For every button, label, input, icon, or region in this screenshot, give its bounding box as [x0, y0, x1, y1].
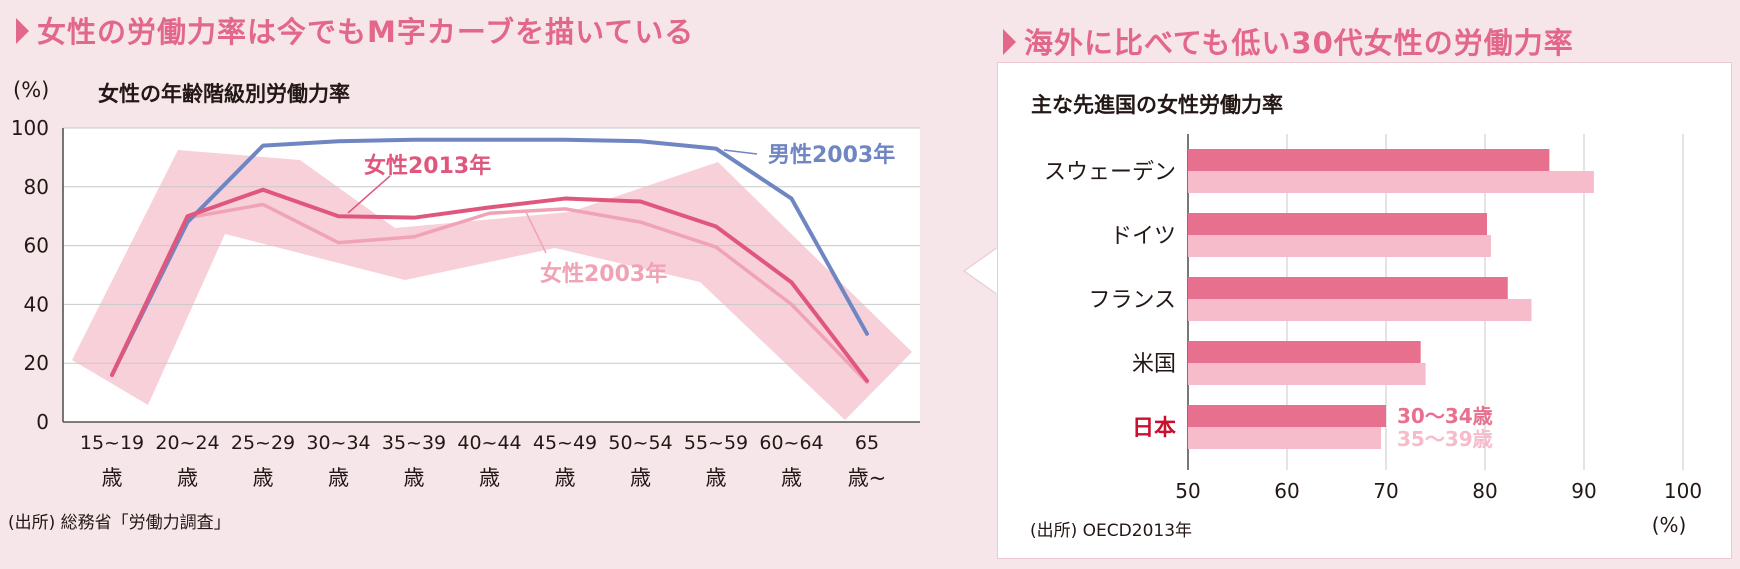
bar-35-39 — [1188, 171, 1594, 193]
line-chart-title: 女性の年齢階級別労働力率 — [98, 82, 350, 106]
series-label-30-34: 30〜34歳 — [1397, 404, 1493, 428]
series-label-35-39: 35〜39歳 — [1397, 427, 1493, 451]
bar-30-34 — [1188, 149, 1550, 171]
x-tick-unit: 歳 — [404, 466, 425, 490]
x-tick-unit: 歳~ — [848, 466, 887, 490]
x-tick-unit: 歳 — [177, 466, 198, 490]
series-label-female-2013: 女性2013年 — [364, 153, 491, 179]
category-label: ドイツ — [1110, 224, 1176, 249]
x-tick-unit: 歳 — [555, 466, 576, 490]
x-tick-label: 20~24 — [155, 432, 219, 454]
bar-30-34 — [1188, 277, 1508, 299]
trend-band — [72, 150, 912, 420]
bar-chart-title: 主な先進国の女性労働力率 — [1031, 93, 1283, 117]
line-chart: 100 80 60 40 20 0 15~19 歳 20~24 歳 25~29 歳 30~34 歳 35~3… — [11, 116, 920, 490]
series-line-female-2013 — [110, 187, 869, 383]
bar-chart-source: (出所) OECD2013年 — [1030, 521, 1193, 541]
triangle-marker-icon — [16, 18, 29, 44]
category-label: 日本 — [1132, 416, 1176, 441]
x-tick-label: 70 — [1373, 479, 1398, 503]
category-label: 米国 — [1132, 352, 1176, 377]
series-label-female-2003: 女性2003年 — [540, 261, 667, 287]
series-label-leader — [347, 175, 391, 214]
x-tick-label: 90 — [1571, 479, 1596, 503]
y-tick-label: 80 — [24, 175, 49, 199]
x-tick-unit: 歳 — [781, 466, 802, 490]
triangle-marker-icon — [1003, 29, 1016, 55]
y-tick-label: 0 — [36, 410, 49, 434]
x-tick-unit: 歳 — [630, 466, 651, 490]
right-section-heading: 海外に比べても低い30代女性の労働力率 — [1003, 20, 1574, 62]
x-tick-label: 15~19 — [80, 432, 144, 454]
x-tick-label: 55~59 — [684, 432, 748, 454]
right-heading-text: 海外に比べても低い30代女性の労働力率 — [1024, 26, 1574, 60]
category-label: スウェーデン — [1044, 160, 1176, 185]
x-tick-label: 30~34 — [306, 432, 370, 454]
y-tick-label: 100 — [11, 116, 49, 140]
bar-35-39 — [1188, 235, 1491, 257]
left-section-heading: 女性の労働力率は今でもM字カーブを描いている — [16, 9, 694, 51]
line-chart-source: (出所) 総務省「労働力調査」 — [8, 513, 231, 533]
x-tick-label: 100 — [1664, 479, 1702, 503]
x-tick-label: 65 — [855, 432, 879, 454]
x-tick-unit: 歳 — [328, 466, 349, 490]
x-tick-label: 35~39 — [382, 432, 446, 454]
bar-30-34 — [1188, 405, 1386, 427]
x-tick-label: 25~29 — [231, 432, 295, 454]
x-tick-unit: 歳 — [253, 466, 274, 490]
bar-30-34 — [1188, 341, 1421, 363]
bar-30-34 — [1188, 213, 1487, 235]
x-tick-label: 50~54 — [608, 432, 672, 454]
x-tick-label: 40~44 — [457, 432, 521, 454]
bar-35-39 — [1188, 427, 1382, 449]
x-axis-unit-label: (%) — [1652, 513, 1687, 537]
left-heading-text: 女性の労働力率は今でもM字カーブを描いている — [37, 15, 695, 49]
series-label-leader — [524, 209, 547, 254]
x-tick-unit: 歳 — [479, 466, 500, 490]
series-label-male-2003: 男性2003年 — [768, 142, 895, 168]
x-tick-unit: 歳 — [706, 466, 727, 490]
bar-35-39 — [1188, 299, 1532, 321]
x-tick-label: 60 — [1274, 479, 1299, 503]
bar-35-39 — [1188, 363, 1426, 385]
series-line-female-2003 — [110, 202, 869, 385]
y-tick-label: 20 — [24, 351, 49, 375]
line-chart-ylabel: (%) — [13, 78, 50, 102]
x-tick-label: 60~64 — [759, 432, 823, 454]
x-tick-label: 45~49 — [533, 432, 597, 454]
y-tick-label: 40 — [24, 292, 49, 316]
category-label: フランス — [1088, 288, 1176, 313]
series-line-male-2003 — [110, 137, 869, 377]
y-tick-label: 60 — [24, 234, 49, 258]
x-tick-label: 80 — [1472, 479, 1497, 503]
series-label-leader — [723, 149, 758, 155]
x-tick-label: 50 — [1175, 479, 1200, 503]
x-tick-unit: 歳 — [102, 466, 123, 490]
